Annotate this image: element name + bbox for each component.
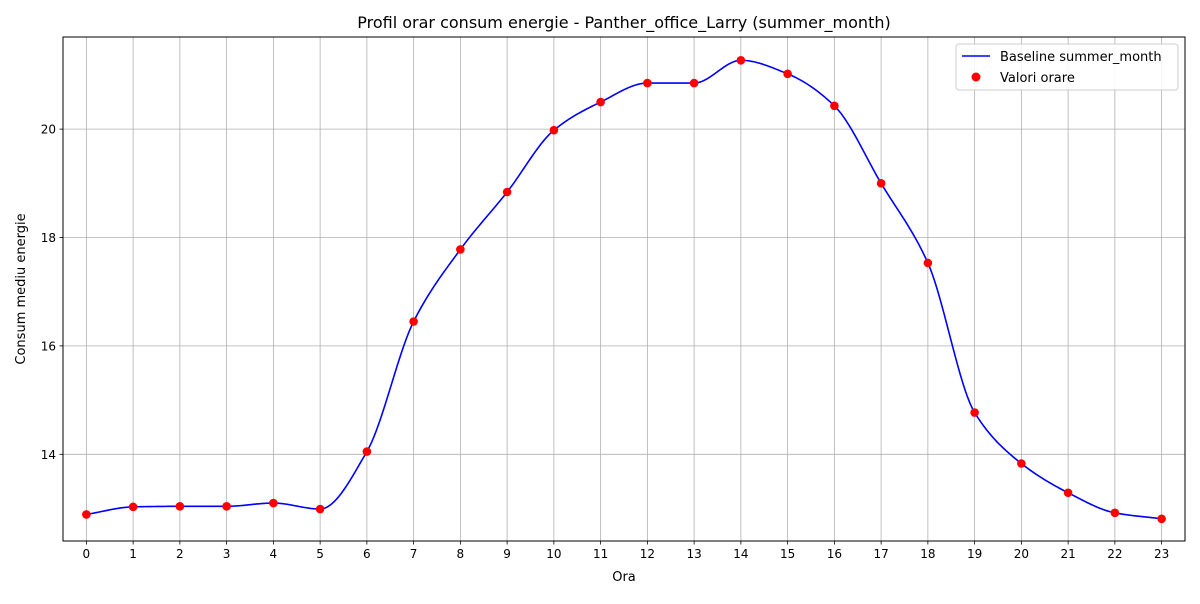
data-point [1157,514,1166,524]
x-tick-label: 12 [640,547,655,561]
y-tick-label: 14 [41,448,56,462]
data-point [923,258,933,268]
x-tick-label: 2 [176,547,184,561]
x-tick-label: 13 [686,547,701,561]
y-tick-label: 18 [41,231,56,245]
data-point [409,317,418,326]
x-tick-label: 23 [1154,547,1169,561]
legend: Baseline summer_month Valori orare [955,43,1179,91]
tick-layer: 0 1 2 3 4 5 6 7 8 9 10 11 12 13 14 15 16 17 18 19 20 21 22 2314… [41,123,1170,561]
legend-label-line-series: Baseline summer_month [1000,50,1162,65]
x-tick-label: 11 [593,547,608,561]
y-tick-label: 16 [41,339,56,353]
plot-frame [62,36,1186,542]
data-point [876,179,886,188]
x-tick-label: 21 [1060,547,1075,561]
x-tick-label: 7 [410,547,418,561]
x-tick-label: 17 [873,547,888,561]
data-point [362,447,372,456]
legend-label-scatter-series: Valori orare [1000,71,1075,86]
data-point [1063,488,1073,498]
x-tick-label: 19 [967,547,982,561]
x-tick-label: 0 [83,547,91,561]
grid-layer [63,37,1185,541]
data-point [970,408,979,417]
data-point [82,510,91,519]
data-point [269,498,278,508]
x-tick-label: 20 [1014,547,1029,561]
x-tick-label: 18 [920,547,935,561]
data-point [643,78,652,88]
x-tick-label: 3 [223,547,231,561]
x-tick-label: 6 [363,547,371,561]
x-tick-label: 22 [1107,547,1122,561]
data-point [736,56,746,65]
x-tick-label: 14 [733,547,748,561]
x-tick-label: 4 [270,547,278,561]
data-point [783,69,792,79]
y-tick-label: 20 [41,123,56,137]
chart-title: Profil orar consum energie - Panther_off… [357,13,890,33]
x-tick-label: 15 [780,547,795,561]
legend-box [955,43,1179,91]
data-point [128,502,138,512]
y-axis-label: Consum mediu energie [14,213,29,364]
baseline-line [86,59,1162,520]
data-point [689,78,699,88]
x-axis-label: Ora [612,570,636,585]
data-point [1017,459,1026,468]
data-point [315,504,325,514]
data-point [596,97,605,107]
data-point [549,125,559,135]
x-tick-label: 10 [546,547,561,561]
data-point [175,502,185,511]
data-point [1110,508,1120,518]
data-point [222,502,231,511]
x-tick-label: 5 [316,547,324,561]
x-tick-label: 16 [827,547,842,561]
data-point [502,187,512,197]
x-tick-label: 8 [457,547,465,561]
series-layer [82,56,1166,524]
data-point [830,101,839,111]
x-tick-label: 1 [129,547,137,561]
x-tick-label: 9 [503,547,511,561]
data-point [456,245,465,254]
legend-scatter-swatch [971,72,981,82]
